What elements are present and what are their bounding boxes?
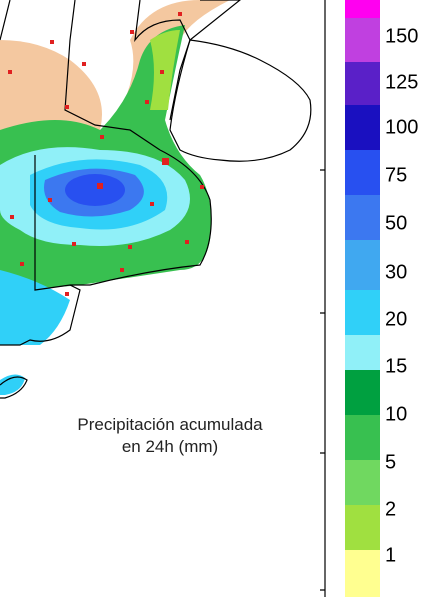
color-legend (345, 0, 380, 597)
legend-label: 2 (385, 498, 396, 520)
legend-label: 5 (385, 451, 396, 473)
legend-label: 150 (385, 25, 418, 47)
caption-line: Precipitación acumulada (77, 415, 263, 434)
legend-label: 75 (385, 164, 407, 186)
legend-label: 10 (385, 403, 407, 425)
legend-label: 50 (385, 212, 407, 234)
caption-line: en 24h (mm) (122, 437, 218, 456)
legend-label: 100 (385, 116, 418, 138)
precipitation-map (0, 0, 326, 597)
legend-label: 1 (385, 544, 396, 566)
legend-label: 15 (385, 355, 407, 377)
legend-label: 125 (385, 71, 418, 93)
caption: Precipitación acumulada en 24h (mm) (77, 415, 263, 456)
legend-labels: 150 125 100 75 50 30 20 15 10 5 2 1 (385, 25, 418, 566)
legend-label: 30 (385, 261, 407, 283)
legend-label: 20 (385, 308, 407, 330)
